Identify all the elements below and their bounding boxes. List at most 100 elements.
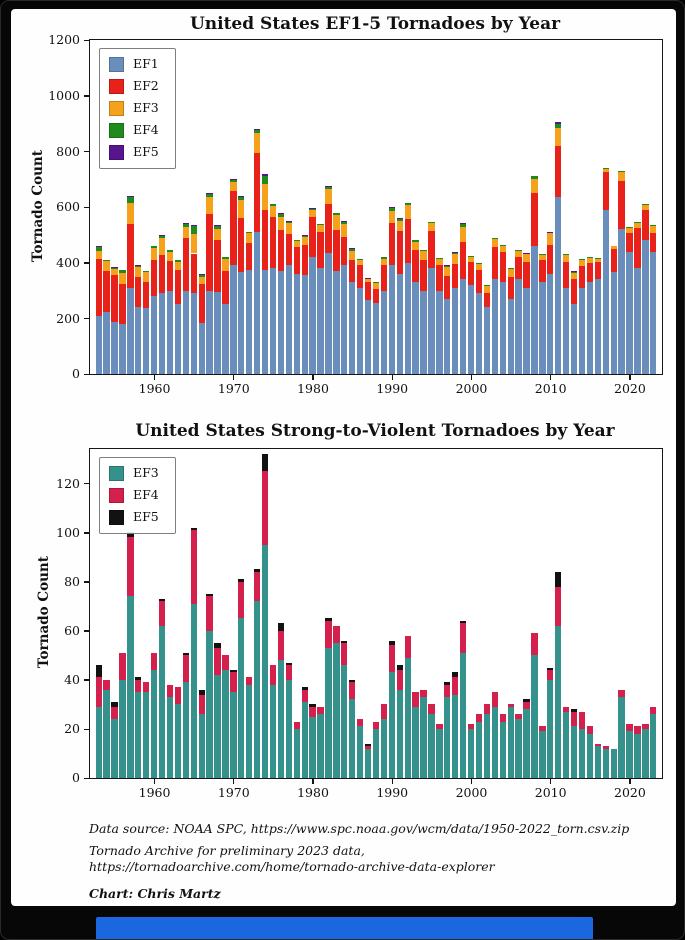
y-tick <box>84 151 89 153</box>
legend-swatch-ef1 <box>109 57 124 72</box>
bar-segment-ef4-2015 <box>586 726 594 734</box>
bar-segment-ef3-1982 <box>325 189 332 205</box>
bar-segment-ef1-2010 <box>547 273 554 374</box>
bar-segment-ef4-1984 <box>341 642 348 666</box>
bar-segment-ef3-2022 <box>642 728 649 778</box>
bar-segment-ef4-1982 <box>325 620 332 648</box>
bar-segment-ef1-1969 <box>222 304 229 374</box>
x-tick <box>153 779 156 784</box>
bar-segment-ef2-1969 <box>222 271 229 305</box>
bar-segment-ef1-2011 <box>555 197 562 374</box>
chart-credit: Chart: Chris Martz <box>89 885 221 901</box>
bar-segment-ef2-1988 <box>372 288 380 304</box>
bar-segment-ef4-2015 <box>586 257 594 258</box>
bar-segment-ef3-1983 <box>333 214 340 230</box>
plot-area: EF1 EF2 EF3 EF4 EF5 <box>89 39 663 375</box>
bar-segment-ef3-2004 <box>499 721 506 778</box>
bar-segment-ef4-2013 <box>570 271 578 273</box>
bar-segment-ef2-2008 <box>531 192 538 246</box>
bar-segment-ef3-1993 <box>412 706 419 778</box>
bar-segment-ef5-1971 <box>238 579 245 582</box>
bar-segment-ef1-1970 <box>230 265 237 374</box>
bar-segment-ef3-1968 <box>214 228 221 241</box>
bar-segment-ef4-1983 <box>333 212 340 215</box>
y-tick <box>84 777 89 780</box>
bar-segment-ef3-1963 <box>174 704 182 778</box>
bar-segment-ef4-1958 <box>135 265 142 268</box>
bar-segment-ef2-1972 <box>246 243 253 270</box>
bar-segment-ef2-2018 <box>610 249 617 273</box>
bar-segment-ef3-1974 <box>261 544 269 778</box>
legend-label: EF4 <box>133 487 159 503</box>
bar-segment-ef3-2000 <box>467 256 475 262</box>
bar-segment-ef2-1957 <box>127 223 134 288</box>
bar-segment-ef5-1979 <box>301 234 308 236</box>
bar-segment-ef5-1957 <box>127 532 134 538</box>
bar-segment-ef4-1963 <box>174 687 182 705</box>
bar-segment-ef3-1959 <box>143 692 150 778</box>
bar-segment-ef3-1973 <box>253 601 261 778</box>
y-tick-label: 40 <box>64 671 80 687</box>
data-source-line: Data source: NOAA SPC, https://www.spc.n… <box>89 821 630 836</box>
bar-segment-ef4-2000 <box>467 255 475 257</box>
bar-segment-ef3-2003 <box>491 706 498 778</box>
bar-segment-ef4-1956 <box>119 652 126 680</box>
bar-segment-ef4-1962 <box>166 684 174 697</box>
bar-segment-ef3-1987 <box>364 278 372 282</box>
bar-segment-ef3-1956 <box>119 272 126 284</box>
bar-segment-ef4-1973 <box>253 129 261 133</box>
bar-segment-ef1-1985 <box>349 282 356 374</box>
legend-swatch-ef3 <box>109 466 124 481</box>
bar-segment-ef3-1960 <box>151 247 158 261</box>
legend-swatch-ef4 <box>109 488 124 503</box>
bar-segment-ef5-1991 <box>396 218 403 219</box>
bar-segment-ef3-1991 <box>396 220 403 231</box>
bar-segment-ef5-1990 <box>388 640 395 646</box>
bar-segment-ef2-1989 <box>380 265 388 291</box>
bar-segment-ef3-1954 <box>103 261 110 272</box>
bar-segment-ef1-1968 <box>214 291 221 374</box>
bar-segment-ef2-1984 <box>341 237 348 266</box>
bar-segment-ef3-1955 <box>111 268 118 276</box>
bar-segment-ef2-1991 <box>396 230 403 274</box>
bar-segment-ef3-2006 <box>515 250 522 258</box>
bar-segment-ef4-1993 <box>412 240 419 243</box>
bar-segment-ef1-2009 <box>539 282 546 374</box>
bar-segment-ef3-1979 <box>301 701 308 778</box>
bar-segment-ef4-2014 <box>578 258 586 261</box>
bar-segment-ef3-1988 <box>372 283 380 289</box>
bar-segment-ef4-2004 <box>499 244 506 246</box>
bar-segment-ef4-2007 <box>523 253 530 255</box>
bar-segment-ef4-1964 <box>182 224 190 228</box>
bar-segment-ef2-2020 <box>626 232 633 252</box>
bar-segment-ef1-2003 <box>491 279 498 374</box>
bar-segment-ef3-1967 <box>206 197 213 214</box>
bar-segment-ef3-2002 <box>483 286 491 294</box>
bar-segment-ef4-1960 <box>151 245 158 248</box>
bar-segment-ef3-2018 <box>610 748 617 778</box>
bar-segment-ef3-2005 <box>507 268 514 277</box>
bar-segment-ef1-2021 <box>634 268 641 374</box>
bar-segment-ef1-1993 <box>412 282 419 374</box>
bar-segment-ef2-2023 <box>650 233 657 252</box>
bar-segment-ef2-1965 <box>190 253 197 294</box>
bar-segment-ef2-2014 <box>578 266 586 288</box>
bar-segment-ef4-2009 <box>539 254 546 255</box>
bar-segment-ef2-1956 <box>119 283 126 325</box>
bar-segment-ef4-2016 <box>594 743 601 747</box>
bar-segment-ef2-1995 <box>428 230 435 269</box>
bar-segment-ef3-1995 <box>428 714 435 778</box>
bar-segment-ef2-2015 <box>586 262 594 283</box>
bar-segment-ef4-1977 <box>285 665 292 680</box>
bar-segment-ef5-1974 <box>261 453 269 472</box>
bar-segment-ef5-1998 <box>452 251 459 253</box>
bar-segment-ef1-1991 <box>396 273 403 374</box>
bar-segment-ef3-1990 <box>388 672 395 778</box>
y-tick-label: 60 <box>64 622 80 638</box>
x-tick <box>233 375 235 380</box>
legend-item-ef1: EF1 <box>109 57 159 72</box>
bar-segment-ef3-1971 <box>238 200 245 219</box>
bar-segment-ef5-1968 <box>214 225 221 226</box>
bar-segment-ef1-1971 <box>238 272 245 374</box>
